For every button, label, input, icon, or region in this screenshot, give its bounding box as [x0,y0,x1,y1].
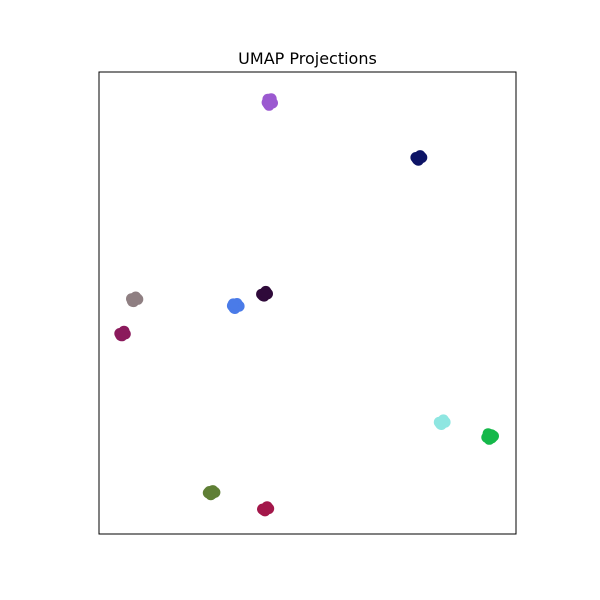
chart-title: UMAP Projections [238,49,377,68]
plot-frame [98,71,517,535]
scatter-point-cluster-6-6 [117,326,129,338]
scatter-point-cluster-5-6 [259,286,271,298]
scatter-point-cluster-4-7 [227,298,239,310]
scatter-point-cluster-2-6 [413,151,425,162]
scatter-point-cluster-1-8 [262,98,274,110]
scatter-point-cluster-10-6 [260,502,272,514]
scatter-point-cluster-3-6 [129,292,141,304]
scatter-point-cluster-9-6 [206,488,218,500]
points-layer [114,93,499,517]
scatter-point-cluster-7-6 [437,415,449,427]
scatter-point-cluster-8-7 [484,430,496,442]
